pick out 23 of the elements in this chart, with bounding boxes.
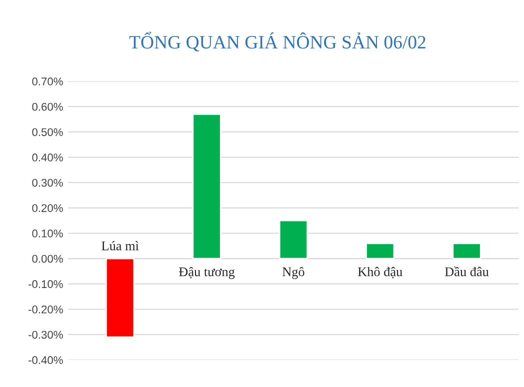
bar xyxy=(366,242,395,260)
y-tick-label: 0.10% xyxy=(32,230,63,238)
y-tick-label: 0.40% xyxy=(32,154,63,162)
x-tick-label: Lúa mì xyxy=(102,241,139,250)
y-tick-label: 0.00% xyxy=(32,254,63,263)
y-tick-label: 0.60% xyxy=(32,102,63,111)
y-tick-label: 0.50% xyxy=(32,128,63,136)
x-tick-label: Đậu tương xyxy=(178,266,235,279)
y-tick-label: -0.20% xyxy=(28,306,63,314)
bar xyxy=(278,220,308,260)
y-tick-label: -0.30% xyxy=(28,330,63,339)
bar xyxy=(106,258,135,338)
y-tick-label: 0.20% xyxy=(32,204,63,212)
y-tick-label: -0.10% xyxy=(28,280,63,288)
bar xyxy=(192,114,222,260)
x-tick-label: Ngô xyxy=(282,266,304,279)
x-tick-label: Khô đậu xyxy=(358,266,402,278)
chart-title: TỔNG QUAN GIÁ NÔNG SẢN 06/02 xyxy=(129,32,426,52)
y-tick-label: -0.40% xyxy=(28,356,63,364)
y-tick-label: 0.30% xyxy=(32,178,63,187)
x-tick-label: Dầu đâu xyxy=(444,266,489,276)
bar xyxy=(452,242,482,260)
y-tick-label: 0.70% xyxy=(32,78,63,86)
